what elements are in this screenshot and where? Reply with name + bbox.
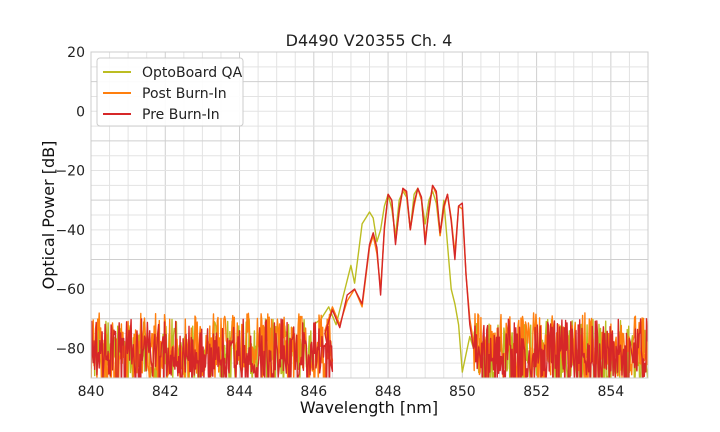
- y-tick-label: −60: [55, 282, 85, 298]
- x-axis-label: Wavelength [nm]: [300, 398, 438, 417]
- x-tick-label: 844: [226, 384, 253, 400]
- x-tick-label: 842: [152, 384, 179, 400]
- y-tick-label: −80: [55, 341, 85, 357]
- legend: OptoBoard QA Post Burn-In Pre Burn-In: [96, 57, 244, 127]
- chart-title: D4490 V20355 Ch. 4: [286, 31, 453, 50]
- y-tick-label: 20: [67, 45, 85, 61]
- y-tick-label: −40: [55, 223, 85, 239]
- legend-box: [96, 57, 244, 127]
- y-tick-labels: −80 −60 −40 −20 0 20: [55, 45, 85, 357]
- legend-entry: OptoBoard QA: [142, 65, 243, 81]
- y-tick-label: 0: [76, 104, 85, 120]
- x-tick-label: 850: [449, 384, 476, 400]
- series-line-2: [91, 184, 648, 378]
- x-tick-label: 846: [300, 384, 327, 400]
- legend-entry: Pre Burn-In: [142, 107, 220, 123]
- series-layer: [91, 184, 648, 378]
- legend-entry: Post Burn-In: [142, 86, 227, 102]
- y-tick-label: −20: [55, 164, 85, 180]
- x-tick-label: 852: [523, 384, 550, 400]
- x-tick-label: 854: [597, 384, 624, 400]
- plot-frame: [90, 51, 649, 379]
- x-tick-label: 840: [78, 384, 105, 400]
- y-axis-label: Optical Power [dB]: [39, 141, 58, 290]
- series-line-3: [91, 184, 648, 378]
- x-tick-labels: 840 842 844 846 848 850 852 854: [78, 384, 625, 400]
- x-tick-label: 848: [375, 384, 402, 400]
